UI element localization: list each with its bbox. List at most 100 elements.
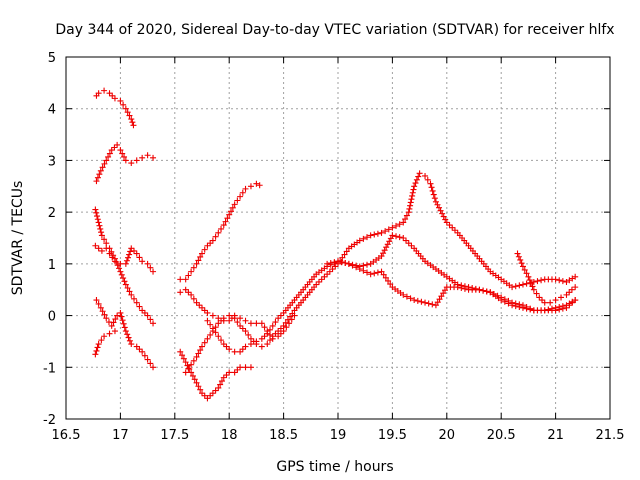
- data-point: [525, 273, 532, 280]
- data-point: [209, 237, 216, 244]
- data-point-sample: [569, 299, 576, 306]
- data-point: [215, 384, 222, 391]
- data-point-sample: [99, 308, 106, 315]
- data-point-sample: [190, 357, 197, 364]
- data-point-sample: [438, 293, 445, 300]
- y-axis-label: SDTVAR / TECUs: [10, 181, 26, 296]
- data-point: [275, 333, 282, 340]
- data-point-sample: [98, 229, 105, 236]
- data-point: [199, 250, 205, 257]
- series-arc-f: [92, 328, 118, 358]
- x-axis-label: GPS time / hours: [276, 459, 393, 475]
- data-point: [114, 141, 121, 148]
- data-point-sample: [382, 228, 389, 235]
- data-point-sample: [125, 334, 132, 341]
- data-point: [563, 291, 570, 298]
- data-point-sample: [505, 300, 512, 307]
- data-point-sample: [556, 306, 563, 313]
- data-point: [356, 263, 363, 270]
- data-point-sample: [371, 231, 378, 238]
- data-point: [563, 304, 570, 311]
- data-point: [226, 211, 233, 218]
- data-point-sample: [277, 325, 284, 332]
- data-point-sample: [353, 262, 360, 269]
- data-point-sample: [472, 285, 479, 292]
- data-point-sample: [185, 289, 192, 296]
- data-point: [150, 154, 157, 161]
- data-point-sample: [96, 171, 103, 178]
- data-point: [122, 328, 129, 335]
- data-point-sample: [559, 305, 566, 312]
- data-point-sample: [441, 287, 448, 294]
- data-point: [204, 309, 211, 316]
- data-point: [177, 348, 184, 355]
- data-point-sample: [407, 202, 414, 209]
- data-point-sample: [480, 287, 487, 294]
- data-point-sample: [407, 199, 414, 206]
- data-point: [400, 291, 407, 298]
- x-tick-label: 20: [439, 428, 456, 443]
- series-arc-h: [177, 286, 298, 342]
- data-point-sample: [126, 251, 133, 258]
- data-point: [411, 297, 418, 304]
- data-point: [405, 209, 412, 216]
- data-point: [128, 291, 135, 298]
- data-point: [193, 260, 200, 267]
- data-point-sample: [277, 312, 284, 319]
- data-point: [150, 268, 157, 275]
- data-point: [193, 353, 200, 360]
- data-point: [150, 320, 157, 327]
- y-tick-label: 1: [48, 258, 56, 273]
- data-point: [416, 170, 423, 177]
- data-point: [378, 268, 385, 275]
- data-point: [103, 245, 110, 252]
- data-point-sample: [94, 174, 101, 181]
- data-point: [253, 180, 260, 187]
- data-point: [247, 320, 254, 327]
- data-point-sample: [272, 319, 279, 326]
- y-tick-label: 2: [48, 206, 56, 221]
- data-point-sample: [393, 233, 400, 240]
- data-point: [139, 258, 146, 265]
- data-point-sample: [101, 236, 108, 243]
- data-point-sample: [339, 254, 346, 261]
- data-point-sample: [440, 290, 447, 297]
- x-tick-label: 21: [547, 428, 564, 443]
- data-point-sample: [343, 248, 350, 255]
- data-point: [93, 178, 100, 185]
- data-point: [519, 263, 526, 270]
- data-point: [108, 147, 115, 154]
- data-point-sample: [380, 271, 387, 278]
- data-point-sample: [267, 331, 273, 338]
- data-point-sample: [129, 119, 136, 126]
- data-point-sample: [197, 386, 204, 393]
- series-arc-m: [514, 250, 579, 306]
- data-point: [256, 182, 263, 189]
- data-point: [193, 379, 200, 386]
- data-point-sample: [436, 296, 443, 303]
- data-point-sample: [124, 109, 131, 116]
- data-point-sample: [449, 224, 456, 231]
- data-point-sample: [217, 381, 224, 388]
- data-point-sample: [116, 265, 123, 272]
- data-point-sample: [123, 257, 130, 264]
- data-point: [367, 232, 374, 239]
- data-point: [247, 335, 254, 342]
- data-point: [568, 286, 575, 293]
- y-tick-label: -1: [43, 361, 56, 376]
- data-point-sample: [114, 262, 121, 269]
- data-point: [552, 276, 559, 283]
- data-point-sample: [239, 189, 246, 196]
- data-point-sample: [415, 173, 422, 180]
- data-point: [128, 245, 135, 252]
- data-point: [258, 335, 265, 342]
- data-point-sample: [434, 299, 441, 306]
- data-point-sample: [539, 297, 545, 304]
- data-point: [103, 157, 110, 164]
- data-point: [93, 297, 100, 304]
- data-point: [237, 193, 244, 200]
- data-point-sample: [95, 300, 102, 307]
- data-point-sample: [364, 261, 371, 268]
- data-point-sample: [109, 92, 116, 99]
- data-point: [345, 260, 352, 267]
